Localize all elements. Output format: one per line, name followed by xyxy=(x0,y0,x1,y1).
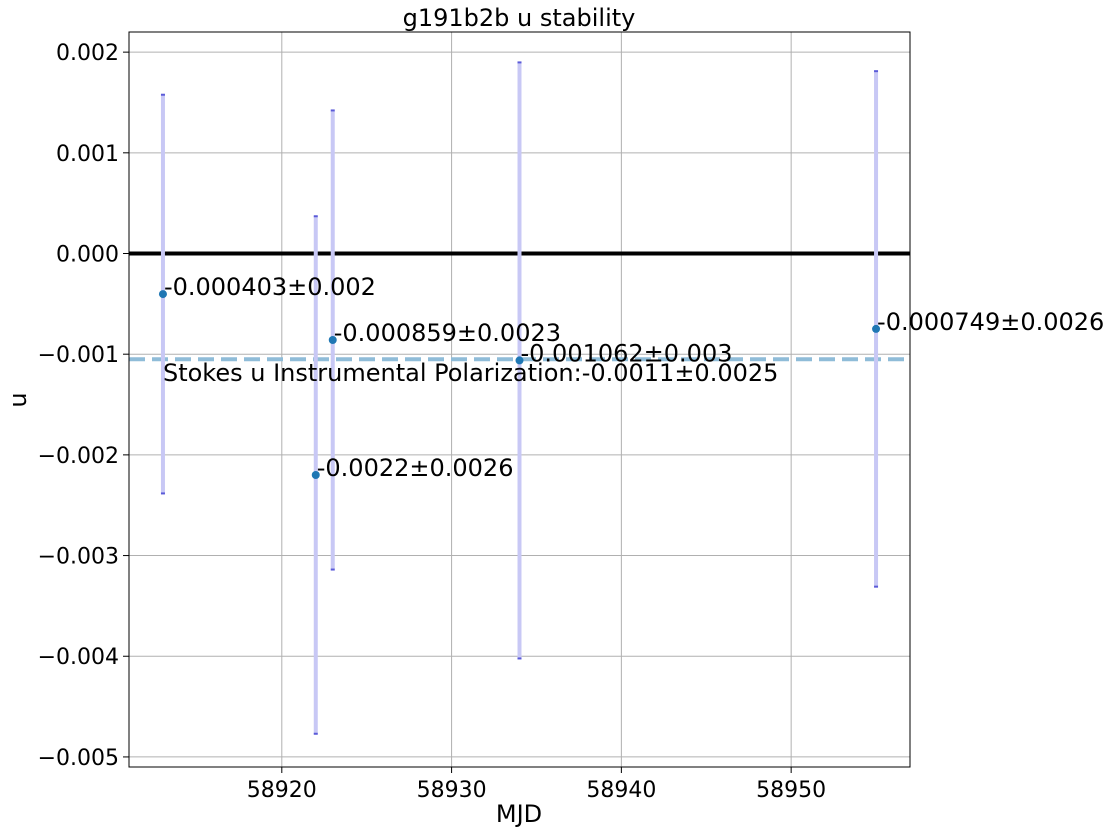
y-tick-label: 0.001 xyxy=(56,142,119,167)
x-tick-label: 58930 xyxy=(417,778,487,803)
data-points xyxy=(158,290,881,480)
y-tick-label: −0.001 xyxy=(38,343,119,368)
y-tick-label: 0.000 xyxy=(56,243,119,268)
data-point xyxy=(328,335,337,344)
y-tick-label: −0.002 xyxy=(38,444,119,469)
point-label: -0.0022±0.0026 xyxy=(317,454,514,482)
data-point xyxy=(158,290,167,299)
x-tick-label: 58950 xyxy=(756,778,826,803)
point-label: -0.000859±0.0023 xyxy=(334,319,561,347)
point-label: -0.001062±0.003 xyxy=(521,339,733,367)
data-point xyxy=(872,324,881,333)
y-tick-label: −0.005 xyxy=(38,746,119,771)
x-axis-label: MJD xyxy=(496,800,542,828)
chart-title: g191b2b u stability xyxy=(403,4,636,32)
point-label: -0.000403±0.002 xyxy=(164,273,376,301)
y-tick-label: −0.004 xyxy=(38,645,119,670)
x-tick-label: 58920 xyxy=(247,778,317,803)
y-axis-ticks: 0.002 0.001 0.000 −0.001 −0.002 −0.003 −0.004 −… xyxy=(38,41,129,771)
data-point xyxy=(515,356,524,365)
y-tick-label: −0.003 xyxy=(38,545,119,570)
y-axis-label: u xyxy=(4,392,32,407)
mean-line-label: Stokes u Instrumental Polarization:-0.00… xyxy=(163,359,778,387)
error-bars xyxy=(160,61,879,735)
plot-frame xyxy=(128,31,911,768)
x-axis-ticks: 58920 58930 58940 58950 xyxy=(247,767,826,803)
point-label: -0.000749±0.0026 xyxy=(877,308,1104,336)
x-tick-label: 58940 xyxy=(586,778,656,803)
y-tick-label: 0.002 xyxy=(56,41,119,66)
point-labels: -0.000403±0.002 -0.0022±0.0026 -0.000859±0… xyxy=(163,273,1104,482)
data-point xyxy=(311,471,320,480)
